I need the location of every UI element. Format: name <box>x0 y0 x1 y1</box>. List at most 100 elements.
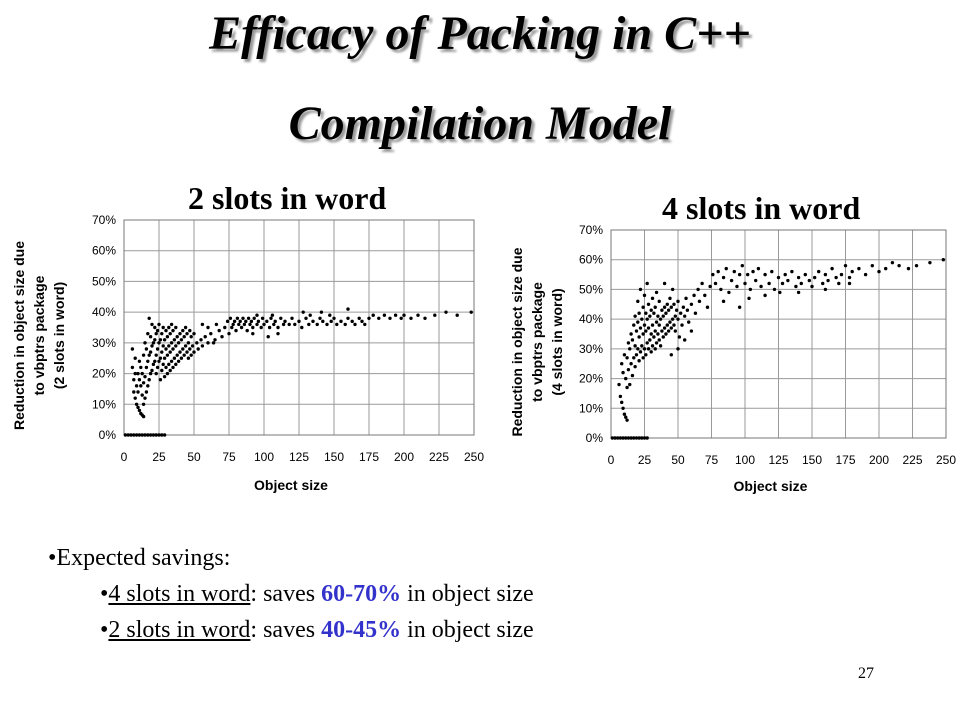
data-point <box>656 314 660 318</box>
data-point <box>167 362 171 367</box>
data-point <box>141 402 146 406</box>
data-point <box>367 316 371 320</box>
y-axis-title-line: Reduction in object size due <box>509 247 525 436</box>
data-point <box>200 322 205 327</box>
data-point <box>139 365 143 370</box>
x-tick-label: 25 <box>152 450 166 464</box>
data-point <box>255 322 259 327</box>
data-point <box>644 311 648 315</box>
data-point <box>143 396 147 400</box>
bullet-marker: • <box>48 545 57 571</box>
data-point <box>763 293 767 298</box>
data-point <box>629 362 633 366</box>
data-point <box>188 328 192 333</box>
data-point <box>737 305 742 309</box>
data-point <box>232 319 237 324</box>
data-point <box>157 433 161 437</box>
data-point <box>847 275 852 280</box>
slide-title-line-1: Efficacy of Packing in C++ <box>209 7 751 60</box>
data-point <box>693 311 698 315</box>
data-point <box>162 356 167 360</box>
data-point <box>641 332 645 336</box>
data-point <box>382 313 387 317</box>
data-point <box>161 344 165 348</box>
data-point <box>678 311 683 315</box>
data-point <box>914 263 919 268</box>
bullet-item-text-after: in object size <box>401 581 534 607</box>
data-point <box>732 269 736 274</box>
x-tick-label: 150 <box>324 450 344 464</box>
data-point <box>670 317 675 321</box>
data-point <box>136 405 140 410</box>
data-point <box>168 368 172 373</box>
data-point <box>469 310 473 314</box>
data-point <box>740 263 745 268</box>
data-point <box>134 402 139 406</box>
x-tick-label: 75 <box>222 450 236 464</box>
data-point <box>300 325 304 330</box>
data-point <box>172 338 177 342</box>
bullet-item-label: 4 slots in word <box>108 581 251 607</box>
data-point <box>174 325 178 330</box>
data-point <box>636 347 640 351</box>
data-point <box>169 341 174 345</box>
data-point <box>346 316 350 320</box>
data-point <box>151 362 156 367</box>
data-point <box>321 319 325 324</box>
data-point <box>649 332 653 336</box>
data-point <box>399 316 403 320</box>
data-point <box>137 433 142 437</box>
data-point <box>669 305 673 309</box>
data-point <box>716 269 720 274</box>
data-point <box>636 320 640 324</box>
data-point <box>223 325 227 330</box>
data-point <box>850 269 854 274</box>
data-point <box>179 338 184 342</box>
data-point <box>622 353 627 357</box>
bullet-marker: • <box>100 617 109 643</box>
data-point <box>721 275 726 280</box>
data-point <box>680 323 684 327</box>
data-point <box>634 329 639 333</box>
data-point <box>444 310 448 314</box>
data-point <box>666 329 671 333</box>
data-point <box>640 436 644 440</box>
data-point <box>196 347 200 351</box>
data-point <box>126 433 130 437</box>
y-tick-label: 60% <box>579 253 603 267</box>
data-point <box>360 319 364 324</box>
chart-2-slots-heading: 2 slots in word <box>188 180 387 216</box>
data-point <box>153 338 157 342</box>
data-point <box>343 322 347 327</box>
x-tick-label: 0 <box>121 450 128 464</box>
data-point <box>143 433 147 437</box>
data-point <box>648 338 652 342</box>
y-tick-label: 70% <box>92 213 116 227</box>
data-point <box>290 316 294 320</box>
data-point <box>132 433 136 437</box>
data-point <box>719 287 723 292</box>
data-point <box>645 341 649 345</box>
data-point <box>160 368 164 373</box>
y-axis-title-line: to vbptrs package <box>31 275 47 395</box>
data-point <box>636 299 640 304</box>
data-point <box>171 347 175 351</box>
y-axis-title-line: Reduction in object size due <box>11 241 27 430</box>
data-point <box>132 390 136 394</box>
y-axis-title-line: (2 slots in word) <box>51 282 67 389</box>
data-point <box>353 322 357 327</box>
data-point <box>211 341 216 345</box>
data-point <box>644 353 648 357</box>
data-point <box>724 266 728 271</box>
bullet-main: •Expected savings: <box>48 540 534 576</box>
data-point <box>137 378 142 382</box>
data-point <box>158 378 163 382</box>
data-point <box>357 316 361 320</box>
data-point <box>622 412 627 416</box>
y-tick-label: 30% <box>579 342 603 356</box>
data-point <box>260 316 265 320</box>
y-tick-label: 50% <box>92 274 116 288</box>
data-point <box>673 329 678 333</box>
data-point <box>162 338 167 342</box>
data-point <box>711 272 715 277</box>
